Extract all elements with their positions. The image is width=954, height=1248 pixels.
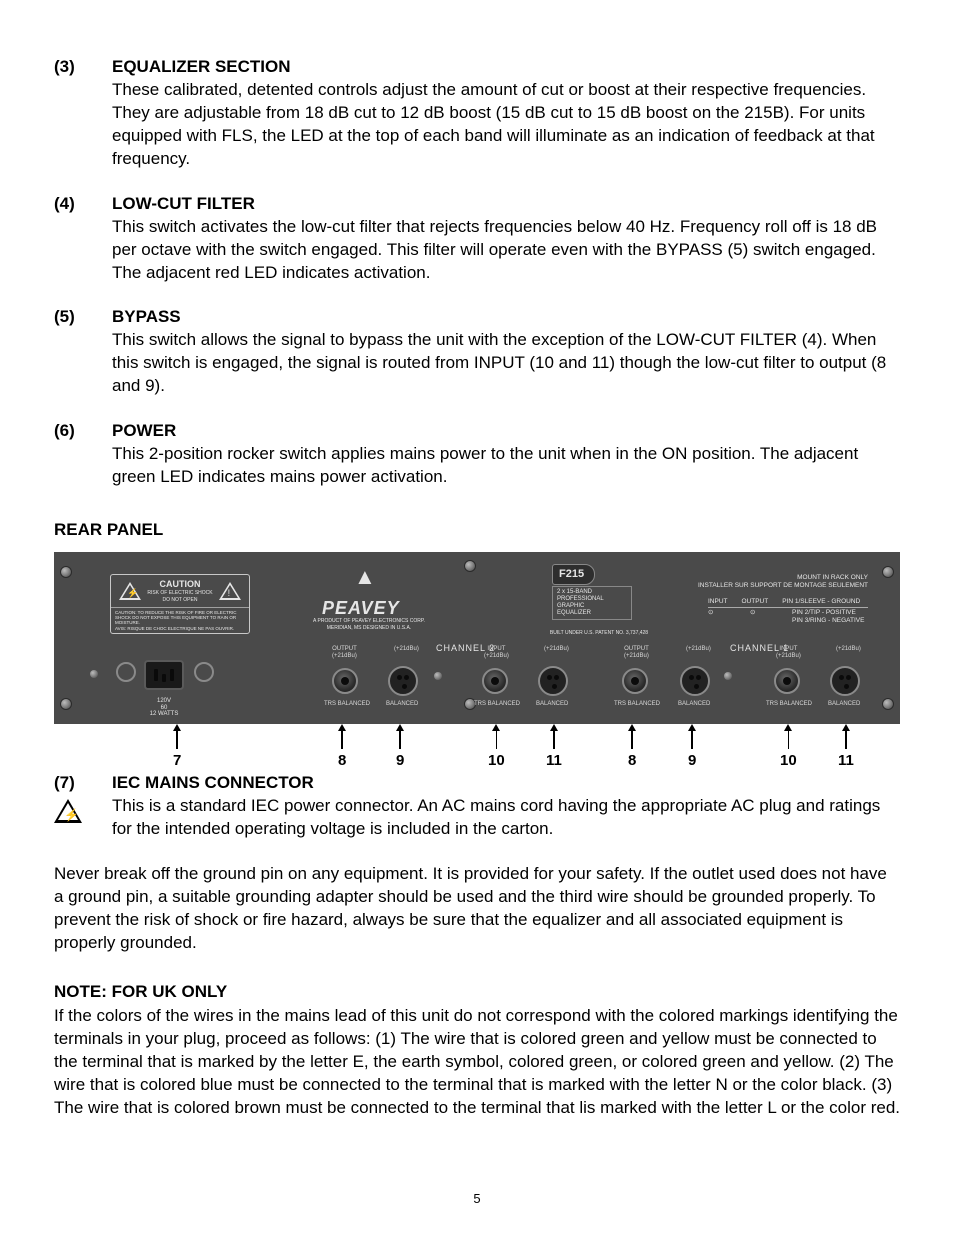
trs-jack-icon: [332, 668, 358, 694]
brand-sub: A PRODUCT OF PEAVEY ELECTRONICS CORP. ME…: [304, 618, 434, 632]
conn-gain-label: (+21dBu): [394, 646, 419, 653]
conn-input-label: INPUT(+21dBu): [776, 646, 801, 659]
model-desc: 2 x 15-BANDPROFESSIONALGRAPHICEQUALIZER: [552, 586, 632, 620]
shock-warning-icon: ⚡: [54, 799, 82, 823]
section-6: (6) POWER This 2-position rocker switch …: [54, 420, 900, 489]
balanced-label: BALANCED: [386, 700, 418, 708]
triangle-logo-icon: ▲: [354, 562, 376, 592]
section-7: (7) IEC MAINS CONNECTOR ⚡ This is a stan…: [54, 772, 900, 841]
balanced-label: BALANCED: [678, 700, 710, 708]
section-body: This is a standard IEC power connector. …: [112, 796, 880, 838]
section-4: (4) LOW-CUT FILTER This switch activates…: [54, 193, 900, 285]
section-title: BYPASS: [112, 307, 181, 326]
pin3: PIN 3/RING - NEGATIVE: [792, 617, 868, 625]
callout-11: 11: [546, 724, 562, 771]
iec-connector-icon: [144, 660, 184, 690]
section-number: (4): [54, 193, 112, 216]
trs-label: TRS BALANCED: [614, 700, 660, 708]
callout-11: 11: [838, 724, 854, 771]
caution-label: ⚡ CAUTION RISK OF ELECTRIC SHOCK DO NOT …: [110, 574, 250, 634]
caution-line1: RISK OF ELECTRIC SHOCK: [147, 590, 212, 597]
trs-jack-icon: [774, 668, 800, 694]
rack-mount-label: MOUNT IN RACK ONLYINSTALLER SUR SUPPORT …: [698, 574, 868, 590]
section-number: (5): [54, 306, 112, 329]
screw-icon: [882, 566, 894, 578]
mini-screw-icon: [724, 672, 732, 680]
screw-icon: [60, 566, 72, 578]
uk-note-body: If the colors of the wires in the mains …: [54, 1005, 900, 1120]
section-number: (6): [54, 420, 112, 443]
trs-label: TRS BALANCED: [766, 700, 812, 708]
fuse-ring-icon: [194, 662, 214, 682]
conn-output-label: OUTPUT(+21dBu): [332, 646, 357, 659]
conn-input-label: INPUT(+21dBu): [484, 646, 509, 659]
brand-logo: PEAVEY: [322, 596, 400, 620]
section-title: POWER: [112, 421, 176, 440]
conn-gain-label: (+21dBu): [544, 646, 569, 653]
trs-label: TRS BALANCED: [474, 700, 520, 708]
callout-8: 8: [628, 724, 636, 771]
xlr-jack-icon: [538, 666, 568, 696]
bolt-triangle-icon: ⚡: [119, 582, 141, 600]
section-title: EQUALIZER SECTION: [112, 57, 291, 76]
uk-note-heading: NOTE: FOR UK ONLY: [54, 981, 900, 1004]
page-number: 5: [54, 1190, 900, 1208]
fuse-ring-icon: [116, 662, 136, 682]
pin1: PIN 1/SLEEVE - GROUND: [782, 598, 868, 606]
voltage-label: 120V6012 WATTS: [144, 698, 184, 718]
rear-panel-heading: REAR PANEL: [54, 519, 900, 542]
section-title: IEC MAINS CONNECTOR: [112, 773, 314, 792]
grounding-paragraph: Never break off the ground pin on any eq…: [54, 863, 900, 955]
caution-warn-fr: AVIS: RISQUE DE CHOC ELECTRIQUE NE PAS O…: [115, 626, 245, 631]
conn-gain-label: (+21dBu): [836, 646, 861, 653]
screw-icon: [464, 560, 476, 572]
xlr-jack-icon: [388, 666, 418, 696]
callout-row: 7891011891011: [54, 724, 900, 762]
callout-9: 9: [396, 724, 404, 771]
section-number: (3): [54, 56, 112, 79]
trs-jack-icon: [482, 668, 508, 694]
section-body: This switch activates the low-cut filter…: [112, 217, 877, 282]
caution-warn-en: CAUTION: TO REDUCE THE RISK OF FIRE OR E…: [115, 610, 245, 626]
patent-label: BUILT UNDER U.S. PATENT NO. 3,737,428: [524, 630, 674, 637]
conn-gain-label: (+21dBu): [686, 646, 711, 653]
mini-screw-icon: [90, 670, 98, 678]
trs-label: TRS BALANCED: [324, 700, 370, 708]
callout-9: 9: [688, 724, 696, 771]
callout-10: 10: [780, 724, 797, 771]
section-title: LOW-CUT FILTER: [112, 194, 255, 213]
pin-input-hdr: INPUT: [708, 598, 728, 606]
xlr-jack-icon: [680, 666, 710, 696]
pin-assignment-table: INPUT OUTPUT PIN 1/SLEEVE - GROUND ⊙⊙ PI…: [708, 598, 868, 625]
callout-8: 8: [338, 724, 346, 771]
pin2: PIN 2/TIP - POSITIVE: [792, 609, 868, 617]
screw-icon: [60, 698, 72, 710]
callout-7: 7: [173, 724, 181, 771]
balanced-label: BALANCED: [536, 700, 568, 708]
rear-panel: ⚡ CAUTION RISK OF ELECTRIC SHOCK DO NOT …: [54, 552, 900, 724]
screw-icon: [882, 698, 894, 710]
caution-title: CAUTION: [147, 578, 212, 590]
section-3: (3) EQUALIZER SECTION These calibrated, …: [54, 56, 900, 171]
section-body: This switch allows the signal to bypass …: [112, 330, 886, 395]
conn-output-label: OUTPUT(+21dBu): [624, 646, 649, 659]
section-body: These calibrated, detented controls adju…: [112, 80, 875, 168]
xlr-jack-icon: [830, 666, 860, 696]
model-badge: F215: [552, 564, 595, 585]
balanced-label: BALANCED: [828, 700, 860, 708]
section-5: (5) BYPASS This switch allows the signal…: [54, 306, 900, 398]
section-number: (7): [54, 772, 112, 795]
trs-jack-icon: [622, 668, 648, 694]
pin-output-hdr: OUTPUT: [742, 598, 769, 606]
rear-panel-figure: ⚡ CAUTION RISK OF ELECTRIC SHOCK DO NOT …: [54, 552, 900, 762]
mini-screw-icon: [434, 672, 442, 680]
section-body: This 2-position rocker switch applies ma…: [112, 444, 858, 486]
caution-line2: DO NOT OPEN: [147, 597, 212, 604]
exclaim-triangle-icon: !: [219, 582, 241, 600]
callout-10: 10: [488, 724, 505, 771]
